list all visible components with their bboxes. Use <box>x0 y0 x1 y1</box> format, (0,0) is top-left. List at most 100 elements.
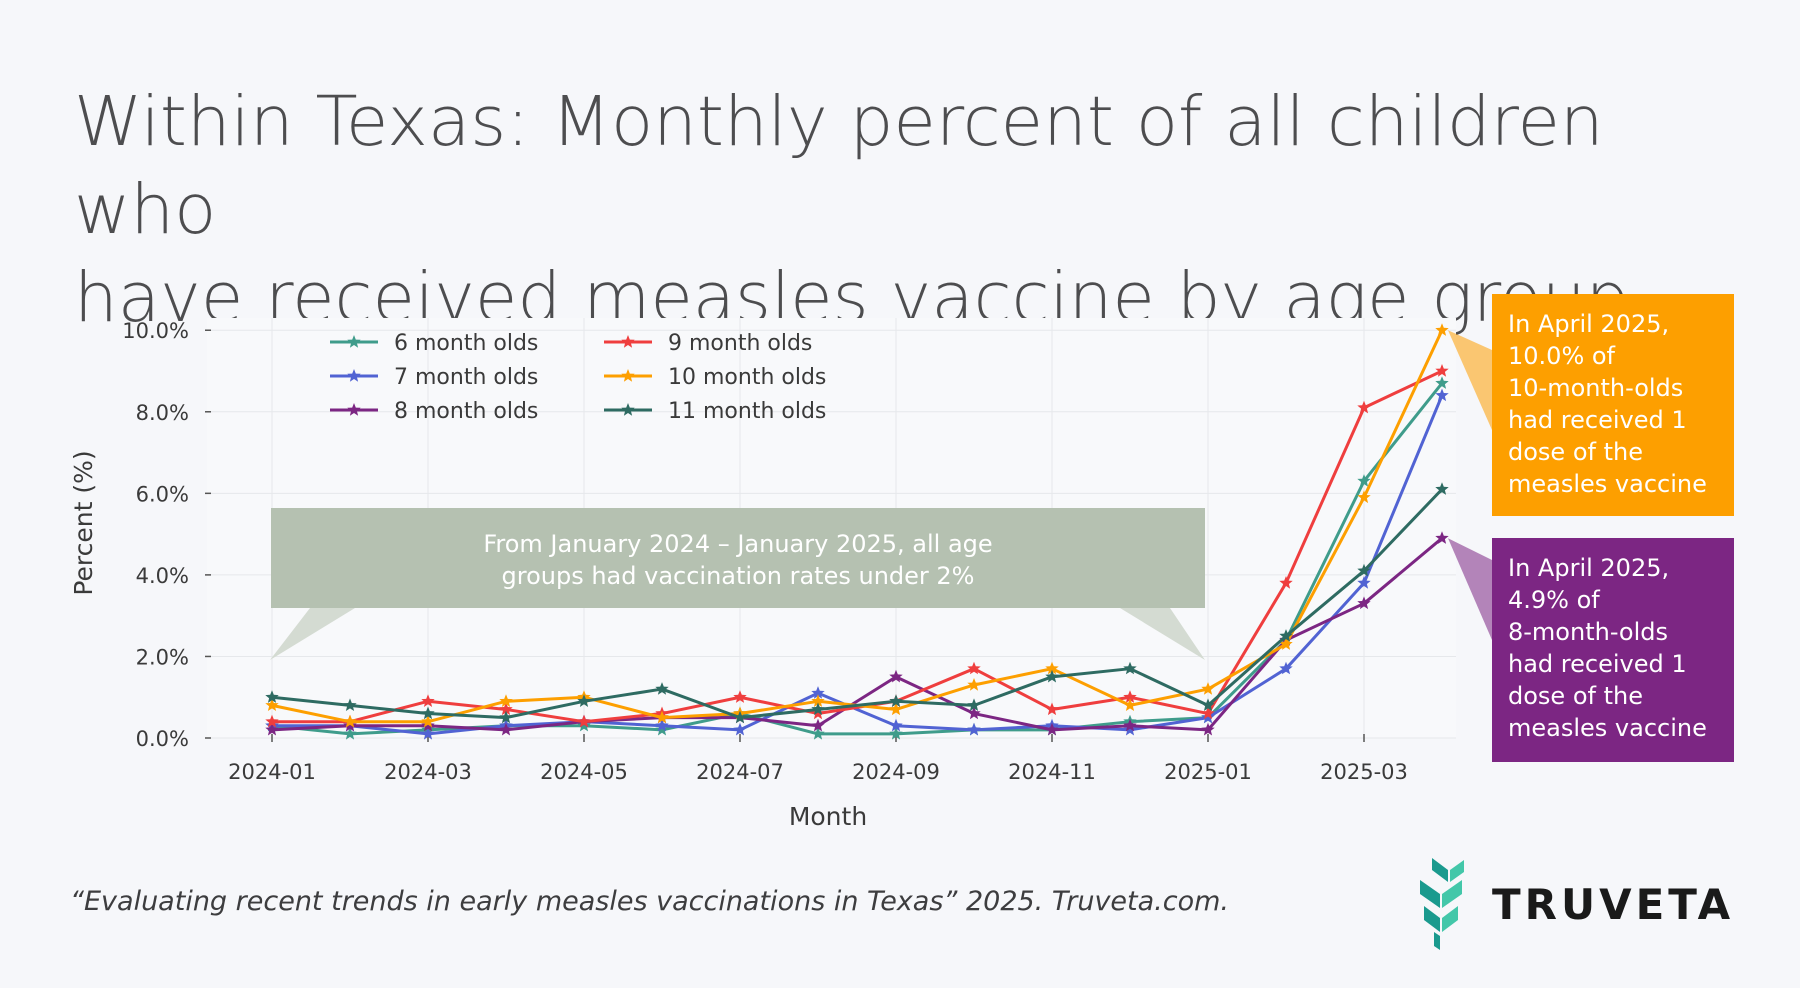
callout-8-month-olds: In April 2025, 4.9% of 8-month-olds had … <box>1492 538 1734 762</box>
annotation-text-line-2: groups had vaccination rates under 2% <box>502 562 975 590</box>
data-point <box>1279 661 1293 675</box>
series-line <box>272 369 1443 724</box>
series-lines <box>265 323 1449 740</box>
y-tick-label: 2.0% <box>136 645 189 669</box>
data-point <box>421 694 435 707</box>
data-point <box>1123 698 1137 711</box>
data-point <box>421 718 435 732</box>
data-point <box>889 694 903 707</box>
data-point <box>1123 718 1137 732</box>
data-point <box>967 722 981 736</box>
data-point <box>577 694 591 707</box>
y-tick-label: 0.0% <box>136 727 189 751</box>
legend-label: 8 month olds <box>394 399 538 424</box>
data-point <box>265 714 279 728</box>
x-tick-label: 2025-01 <box>1164 760 1252 784</box>
data-point <box>733 722 747 736</box>
data-point <box>421 706 435 720</box>
data-point <box>889 702 903 716</box>
data-point <box>577 714 591 728</box>
y-tick-label: 4.0% <box>136 564 189 588</box>
data-point <box>577 718 591 732</box>
data-point <box>889 718 903 732</box>
y-axis-label: Percent (%) <box>69 450 98 595</box>
data-point <box>1435 482 1449 495</box>
x-tick-label: 2024-03 <box>384 760 472 784</box>
legend-label: 7 month olds <box>394 365 538 390</box>
callout-pointer-orange <box>1448 330 1492 430</box>
truveta-logo-icon <box>1420 858 1464 950</box>
legend-swatch-marker <box>621 403 635 416</box>
data-point <box>265 722 279 736</box>
data-point <box>1435 376 1449 389</box>
legend-label: 9 month olds <box>668 331 812 356</box>
annotation-box <box>271 508 1205 608</box>
legend-swatch-marker <box>347 369 361 382</box>
legend-label: 11 month olds <box>668 399 826 424</box>
data-point <box>1201 698 1215 711</box>
data-point <box>1045 702 1059 716</box>
data-point <box>421 726 435 740</box>
data-point <box>343 726 357 740</box>
data-point <box>1357 576 1371 589</box>
data-point <box>1435 323 1449 336</box>
data-point <box>967 698 981 711</box>
chart-title-line-1: Within Texas: Monthly percent of all chi… <box>74 82 1604 250</box>
data-point <box>1201 722 1215 736</box>
data-point <box>1435 388 1449 402</box>
callout-pointers <box>1448 330 1492 640</box>
series-line <box>272 394 1444 736</box>
legend-item: 8 month olds <box>330 399 538 424</box>
range-annotation: From January 2024 – January 2025, all ag… <box>270 508 1205 660</box>
x-tick-label: 2024-07 <box>696 760 784 784</box>
annotation-pointer-left <box>270 608 355 660</box>
data-point <box>1123 690 1137 703</box>
legend-item: 9 month olds <box>604 331 812 356</box>
y-tick-label: 8.0% <box>136 401 189 425</box>
data-point <box>811 686 825 699</box>
data-point <box>343 714 357 728</box>
data-point <box>1357 400 1371 414</box>
legend-item: 10 month olds <box>604 365 826 390</box>
data-point <box>967 661 981 675</box>
data-point <box>1279 576 1293 589</box>
data-point <box>499 702 513 716</box>
truveta-logo: TRUVETA <box>1418 856 1738 952</box>
y-tick-label: 10.0% <box>122 319 189 343</box>
legend-swatch-marker <box>347 403 361 416</box>
source-citation: “Evaluating recent trends in early measl… <box>70 886 1230 917</box>
data-point <box>811 706 825 720</box>
data-point <box>1357 596 1371 610</box>
data-point <box>1201 710 1215 724</box>
data-point <box>1045 669 1059 683</box>
legend-item: 6 month olds <box>330 331 538 356</box>
data-point <box>1357 490 1371 504</box>
truveta-wordmark: TRUVETA <box>1492 880 1735 929</box>
data-point <box>811 726 825 740</box>
data-point <box>655 718 669 732</box>
data-point <box>811 694 825 707</box>
data-point <box>811 718 825 732</box>
callout-pointer-purple <box>1448 538 1492 640</box>
data-point <box>1123 661 1137 675</box>
legend-item: 11 month olds <box>604 399 826 424</box>
legend-label: 10 month olds <box>668 365 826 390</box>
x-tick-label: 2024-09 <box>852 760 940 784</box>
data-point <box>967 706 981 720</box>
data-point <box>889 726 903 740</box>
data-point <box>265 698 279 711</box>
x-tick-label: 2024-11 <box>1008 760 1096 784</box>
data-point <box>343 698 357 711</box>
data-point <box>1435 531 1449 544</box>
legend-swatch-marker <box>621 369 635 382</box>
data-point <box>1123 722 1137 736</box>
data-point <box>499 694 513 707</box>
data-point <box>1279 637 1293 650</box>
data-point <box>889 669 903 683</box>
x-tick-label: 2025-03 <box>1320 760 1408 784</box>
data-point <box>1357 474 1371 487</box>
legend: 6 month olds 7 month olds 8 month olds 9 mo… <box>330 331 826 424</box>
data-point <box>1045 722 1059 736</box>
data-point <box>1435 364 1449 377</box>
